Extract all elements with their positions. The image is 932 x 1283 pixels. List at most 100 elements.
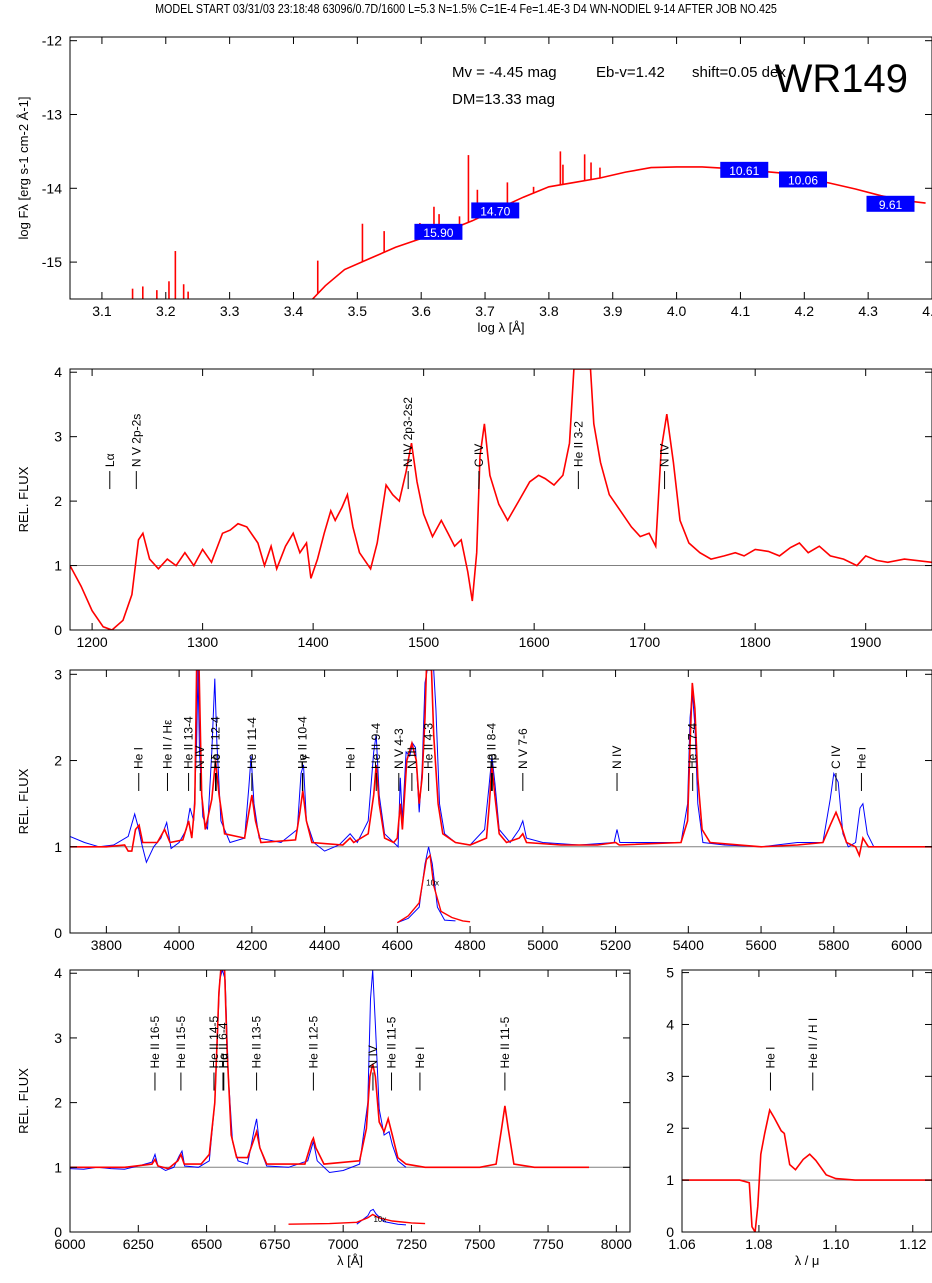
y-tick-label: 1 xyxy=(666,1172,674,1188)
y-tick-label: 1 xyxy=(54,1159,62,1175)
x-tick-label: 4000 xyxy=(164,937,195,953)
y-axis-label: log Fλ [erg s-1 cm-2 Å-1] xyxy=(16,96,31,239)
y-tick-label: -15 xyxy=(42,254,62,270)
line-id-label: N IV xyxy=(366,1045,380,1068)
photometry-box xyxy=(720,161,769,178)
x-tick-label: 6000 xyxy=(891,937,922,953)
x-tick-label: 6750 xyxy=(259,1236,290,1252)
star-name: WR149 xyxy=(775,57,908,101)
model-spectrum xyxy=(682,1107,932,1232)
x-tick-label: 4.2 xyxy=(795,303,815,319)
model-spectrum xyxy=(70,670,932,859)
line-id-label: He II 4-3 xyxy=(422,723,436,769)
line-id-label: N IV xyxy=(193,746,207,769)
line-id-label: Hδ xyxy=(209,753,223,769)
observed-spectrum xyxy=(70,670,932,864)
y-tick-label: 2 xyxy=(54,493,62,509)
x-tick-label: 7000 xyxy=(328,1236,359,1252)
y-tick-label: 0 xyxy=(54,1224,62,1240)
x-axis-label: log λ [Å] xyxy=(478,320,525,335)
y-tick-label: 1 xyxy=(54,839,62,855)
y-tick-label: -13 xyxy=(42,106,62,122)
y-tick-label: 4 xyxy=(54,364,62,380)
axes-frame xyxy=(69,36,932,300)
line-id-label: He II 11-4 xyxy=(245,717,259,769)
y-tick-label: 3 xyxy=(54,1030,62,1046)
plot-area xyxy=(682,1107,932,1232)
x-tick-label: 3.4 xyxy=(284,303,304,319)
axes-frame xyxy=(69,969,631,1233)
line-id-label: Hβ xyxy=(485,753,499,769)
x-tick-label: 1200 xyxy=(77,634,108,650)
x-tick-label: 1.08 xyxy=(745,1236,772,1252)
annotation-mv: Mv = -4.45 mag xyxy=(452,64,557,81)
x-tick-label: 1.06 xyxy=(668,1236,695,1252)
photometry-box xyxy=(779,171,828,188)
x-tick-label: 3.3 xyxy=(220,303,240,319)
y-tick-label: 4 xyxy=(54,965,62,981)
x-tick-label: 3.7 xyxy=(475,303,495,319)
line-id-label: He II 11-5 xyxy=(498,1016,512,1068)
y-tick-label: 3 xyxy=(54,429,62,445)
photometry-box xyxy=(414,223,463,240)
line-id-label: N III xyxy=(405,747,419,769)
x-tick-label: 3.1 xyxy=(92,303,112,319)
line-id-label: He II 12-5 xyxy=(306,1016,320,1069)
x-tick-label: 1800 xyxy=(740,634,771,650)
x-tick-label: 4.3 xyxy=(858,303,878,319)
y-axis-label: REL. FLUX xyxy=(16,1068,31,1134)
inset-label: 10x xyxy=(426,879,439,888)
line-id-label: N V 7-6 xyxy=(516,728,530,769)
y-tick-label: -14 xyxy=(42,180,62,196)
line-id-label: Hα xyxy=(217,1053,231,1069)
y-tick-label: 3 xyxy=(666,1068,674,1084)
line-id-label: He I xyxy=(854,747,868,769)
y-tick-label: 5 xyxy=(666,965,674,981)
model-spectrum xyxy=(70,369,932,630)
model-inset xyxy=(396,853,471,924)
x-tick-label: 4.0 xyxy=(667,303,687,319)
x-tick-label: 3800 xyxy=(91,937,122,953)
y-tick-label: 0 xyxy=(666,1224,674,1240)
axes-frame xyxy=(69,368,932,631)
x-tick-label: 1700 xyxy=(629,634,660,650)
axes-frame xyxy=(69,669,932,934)
y-axis-label: REL. FLUX xyxy=(16,768,31,834)
line-id-label: Lα xyxy=(103,453,117,467)
x-axis-label: λ [Å] xyxy=(337,1253,363,1268)
line-id-label: He II 12-4 xyxy=(208,716,222,769)
x-tick-label: 4400 xyxy=(309,937,340,953)
x-tick-label: 1.12 xyxy=(899,1236,926,1252)
panel-ir: 1.06 1.08 1.10 1.12 0 1 2 3 4 5 λ / μ He I He II / H… xyxy=(666,965,932,1268)
annotation-shift: shift=0.05 dex xyxy=(692,64,786,81)
line-id-label: He II 8-4 xyxy=(485,723,499,769)
x-tick-label: 7250 xyxy=(396,1236,427,1252)
line-id-label: He II 13-4 xyxy=(182,716,196,769)
x-tick-label: 1900 xyxy=(850,634,881,650)
observed-spectrum xyxy=(70,970,407,1174)
line-id-label: N V 4-3 xyxy=(392,728,406,769)
line-id-label: He II / H I xyxy=(806,1018,820,1069)
x-tick-label: 7750 xyxy=(532,1236,563,1252)
y-tick-label: 2 xyxy=(54,753,62,769)
annotation-dm: DM=13.33 mag xyxy=(452,91,555,108)
photometry-label: 10.06 xyxy=(788,173,818,187)
x-tick-label: 6250 xyxy=(123,1236,154,1252)
observed-inset xyxy=(356,1208,407,1226)
x-tick-label: 3.9 xyxy=(603,303,623,319)
panel-red: 10x 6000 6250 6500 6750 7000 7250 7500 7750 8000 0… xyxy=(16,965,632,1268)
x-tick-label: 5600 xyxy=(745,937,776,953)
x-tick-label: 4200 xyxy=(236,937,267,953)
annotation-ebv: Eb-v=1.42 xyxy=(596,64,665,81)
x-tick-label: 1500 xyxy=(408,634,439,650)
x-tick-label: 3.2 xyxy=(156,303,176,319)
plot-area: 10x xyxy=(70,670,932,924)
line-id-label: N IV xyxy=(658,444,672,467)
line-id-label: C IV xyxy=(472,444,486,467)
plot-area: 10x xyxy=(70,970,630,1226)
x-tick-label: 1400 xyxy=(298,634,329,650)
line-id-label: He I xyxy=(763,1047,777,1069)
x-tick-label: 8000 xyxy=(601,1236,632,1252)
line-id-label: N IV 2p3-2s2 xyxy=(401,397,415,467)
